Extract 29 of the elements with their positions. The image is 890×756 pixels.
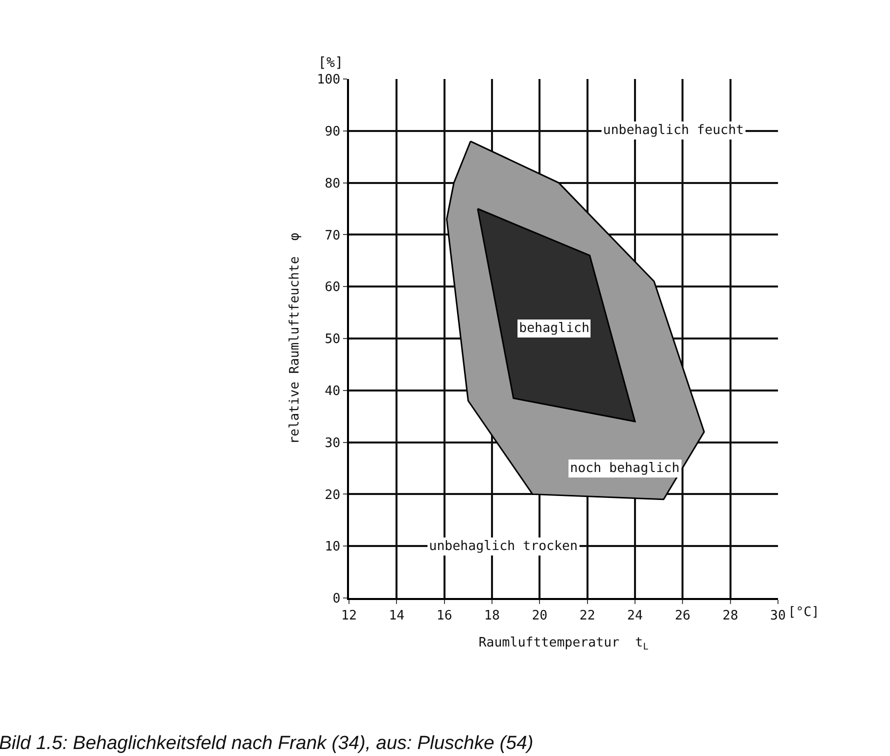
y-tick-label: 50 xyxy=(324,332,340,348)
x-tick-label: 14 xyxy=(388,608,405,624)
y-axis-title: relative Raumluftfeuchte φ xyxy=(287,232,302,444)
y-tick-label: 20 xyxy=(324,488,340,503)
annotation: unbehaglich trocken xyxy=(429,539,578,554)
y-tick-label: 60 xyxy=(324,280,340,296)
text: [%] xyxy=(318,55,344,71)
annotation: behaglich xyxy=(519,321,590,336)
x-tick-label: 28 xyxy=(722,608,738,624)
y-tick-label: 0 xyxy=(332,592,340,607)
text: [°C] xyxy=(788,605,820,620)
x-tick-label: 18 xyxy=(484,608,500,624)
y-tick-label: 70 xyxy=(324,228,340,244)
x-tick-label: 22 xyxy=(580,608,596,624)
y-tick-label: 80 xyxy=(324,176,340,192)
x-tick-label: 20 xyxy=(532,608,548,624)
y-tick-label: 30 xyxy=(324,436,340,451)
y-tick-label: 40 xyxy=(324,384,340,399)
y-tick-label: 100 xyxy=(316,72,340,88)
x-tick-label: 12 xyxy=(341,608,357,624)
x-tick-label: 24 xyxy=(627,608,643,624)
y-tick-label: 90 xyxy=(324,124,340,140)
x-tick-label: 26 xyxy=(674,608,690,624)
annotation: noch behaglich xyxy=(570,461,680,476)
annotation: unbehaglich feucht xyxy=(603,123,744,138)
x-tick-label: 30 xyxy=(770,608,786,624)
x-axis-title: Raumlufttemperatur t$_{L}$ xyxy=(478,636,649,652)
y-tick-label: 10 xyxy=(324,540,340,555)
x-tick-label: 16 xyxy=(436,608,452,624)
